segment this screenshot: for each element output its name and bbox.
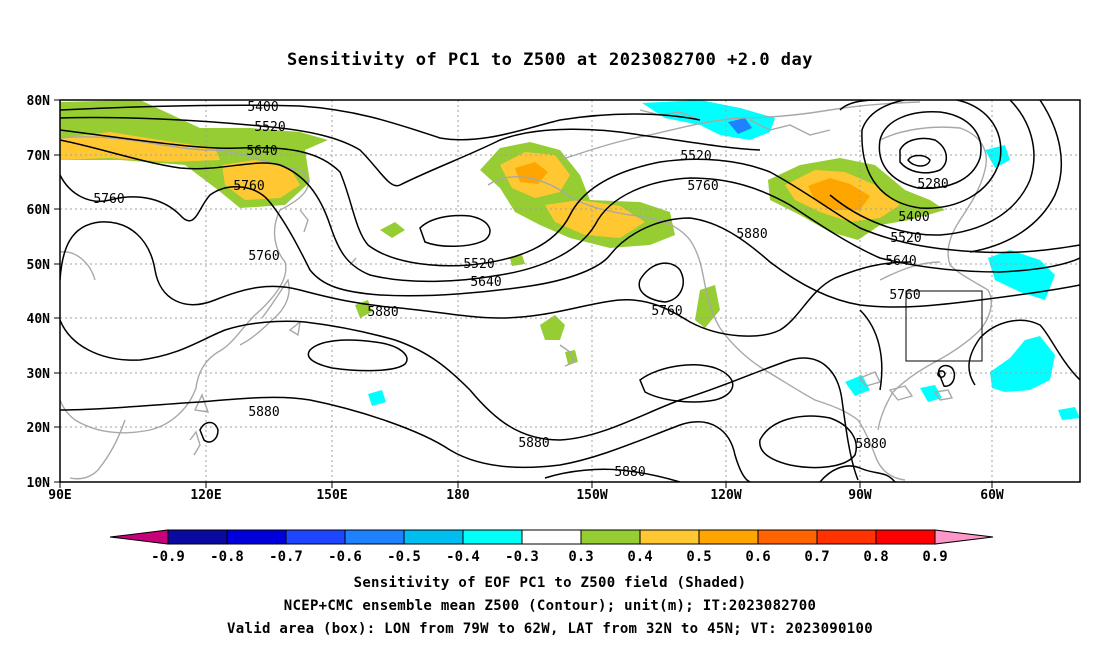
colorbar-label: -0.3 — [505, 549, 539, 565]
longitude-labels: 90E 120E 150E 180 150W 120W 90W 60W — [48, 488, 1004, 503]
contour-label: 5400 — [898, 210, 929, 225]
lon-label: 120W — [710, 488, 741, 503]
colorbar-label: -0.7 — [269, 549, 303, 565]
contour-label: 5760 — [687, 179, 718, 194]
lon-label: 150W — [576, 488, 607, 503]
lon-label: 150E — [316, 488, 347, 503]
contour-label: 5880 — [855, 437, 886, 452]
contour-label: 5880 — [248, 405, 279, 420]
lon-label: 60W — [980, 488, 1004, 503]
colorbar-swatch — [875, 529, 936, 545]
contour-label: 5760 — [889, 288, 920, 303]
axis-ticks — [54, 99, 993, 488]
lon-label: 120E — [190, 488, 221, 503]
contour-label: 5520 — [463, 257, 494, 272]
colorbar-swatch — [344, 529, 405, 545]
page-title: Sensitivity of PC1 to Z500 at 2023082700… — [286, 50, 813, 70]
contour-label: 5880 — [367, 305, 398, 320]
contour-label: 5760 — [651, 304, 682, 319]
contour-label: 5760 — [93, 192, 124, 207]
colorbar-swatch — [403, 529, 464, 545]
contour-label: 5880 — [736, 227, 767, 242]
latitude-labels: 10N 20N 30N 40N 50N 60N 70N 80N — [27, 94, 51, 491]
contour-label: 5760 — [248, 249, 279, 264]
colorbar-swatch — [698, 529, 759, 545]
caption-contour: NCEP+CMC ensemble mean Z500 (Contour); u… — [283, 598, 817, 614]
colorbar-label: 0.5 — [686, 549, 711, 565]
colorbar-label: -0.9 — [151, 549, 185, 565]
lat-label: 50N — [27, 258, 51, 273]
colorbar-swatch — [285, 529, 346, 545]
contour-label: 5520 — [890, 231, 921, 246]
colorbar-label: 0.3 — [568, 549, 593, 565]
colorbar-swatch — [816, 529, 877, 545]
colorbar-label: 0.9 — [922, 549, 947, 565]
contour-label: 5760 — [233, 179, 264, 194]
lat-label: 20N — [27, 421, 51, 436]
colorbar-label: -0.8 — [210, 549, 244, 565]
colorbar-label: -0.6 — [328, 549, 362, 565]
caption-shading: Sensitivity of EOF PC1 to Z500 field (Sh… — [353, 575, 747, 591]
contour-label: 5280 — [917, 177, 948, 192]
colorbar-swatch — [521, 529, 582, 545]
lat-label: 40N — [27, 312, 51, 327]
lat-label: 10N — [27, 476, 51, 491]
colorbar-left-arrow — [109, 529, 169, 545]
colorbar-label: -0.5 — [387, 549, 421, 565]
z500-contours — [60, 100, 1080, 482]
lon-label: 90W — [848, 488, 872, 503]
lat-label: 30N — [27, 367, 51, 382]
contour-label: 5640 — [885, 254, 916, 269]
lat-label: 60N — [27, 203, 51, 218]
coastlines — [60, 101, 992, 481]
contour-label: 5520 — [254, 120, 285, 135]
lat-lon-grid — [60, 100, 1080, 482]
valid-area-box — [905, 290, 983, 362]
colorbar-label: 0.4 — [627, 549, 652, 565]
contour-label: 5640 — [246, 144, 277, 159]
colorbar-label: 0.7 — [804, 549, 829, 565]
colorbar-swatch — [462, 529, 523, 545]
colorbar-swatch — [757, 529, 818, 545]
colorbar-swatch — [167, 529, 228, 545]
contour-label: 5880 — [614, 465, 645, 480]
contour-labels: 5400 5520 5640 5760 5760 5760 5880 5880 … — [93, 100, 948, 480]
colorbar-label: 0.8 — [863, 549, 888, 565]
colorbar-swatch — [226, 529, 287, 545]
lon-label: 180 — [446, 488, 470, 503]
colorbar: -0.9 -0.8 -0.7 -0.6 -0.5 -0.4 -0.3 0.3 0.4 0.5 0.6… — [109, 529, 994, 565]
contour-label: 5640 — [470, 275, 501, 290]
contour-label: 5520 — [680, 149, 711, 164]
contour-label: 5400 — [247, 100, 278, 115]
lat-label: 70N — [27, 149, 51, 164]
plot-frame — [59, 99, 1081, 483]
caption-valid-area: Valid area (box): LON from 79W to 62W, L… — [227, 621, 873, 637]
colorbar-label: -0.4 — [446, 549, 480, 565]
colorbar-swatch — [639, 529, 700, 545]
colorbar-label: 0.6 — [745, 549, 770, 565]
colorbar-swatch — [580, 529, 641, 545]
deep-negative-shading — [728, 118, 752, 134]
lat-label: 80N — [27, 94, 51, 109]
colorbar-right-arrow — [934, 529, 994, 545]
orange-shading — [515, 162, 870, 210]
contour-label: 5880 — [518, 436, 549, 451]
lon-label: 90E — [48, 488, 71, 503]
